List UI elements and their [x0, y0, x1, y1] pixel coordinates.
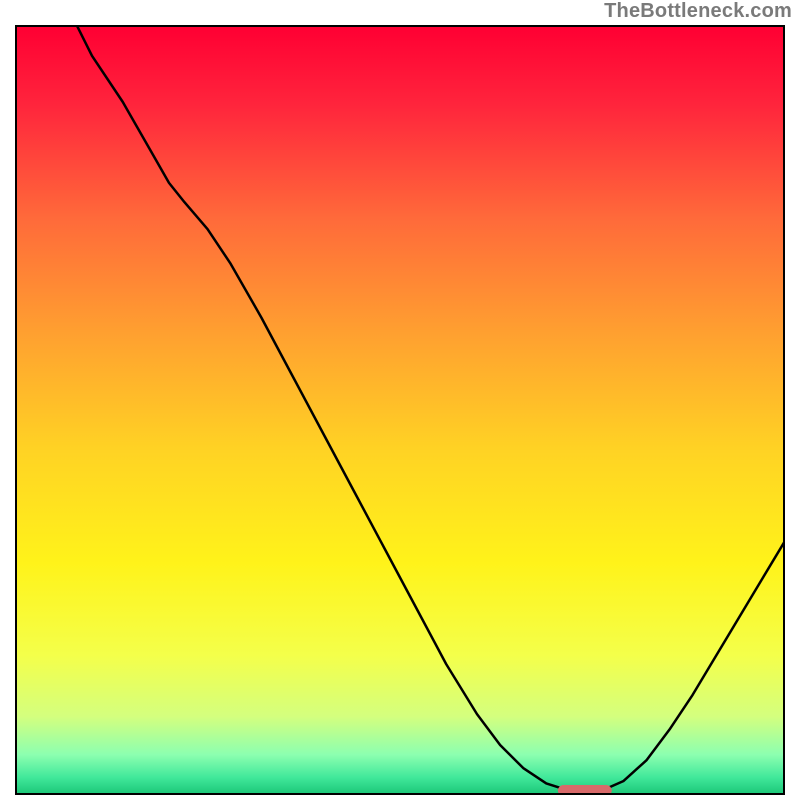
chart-container: TheBottleneck.com [0, 0, 800, 800]
watermark-text: TheBottleneck.com [604, 0, 792, 23]
chart-background [17, 27, 783, 793]
plot-area [15, 25, 785, 795]
chart-svg [15, 25, 785, 795]
